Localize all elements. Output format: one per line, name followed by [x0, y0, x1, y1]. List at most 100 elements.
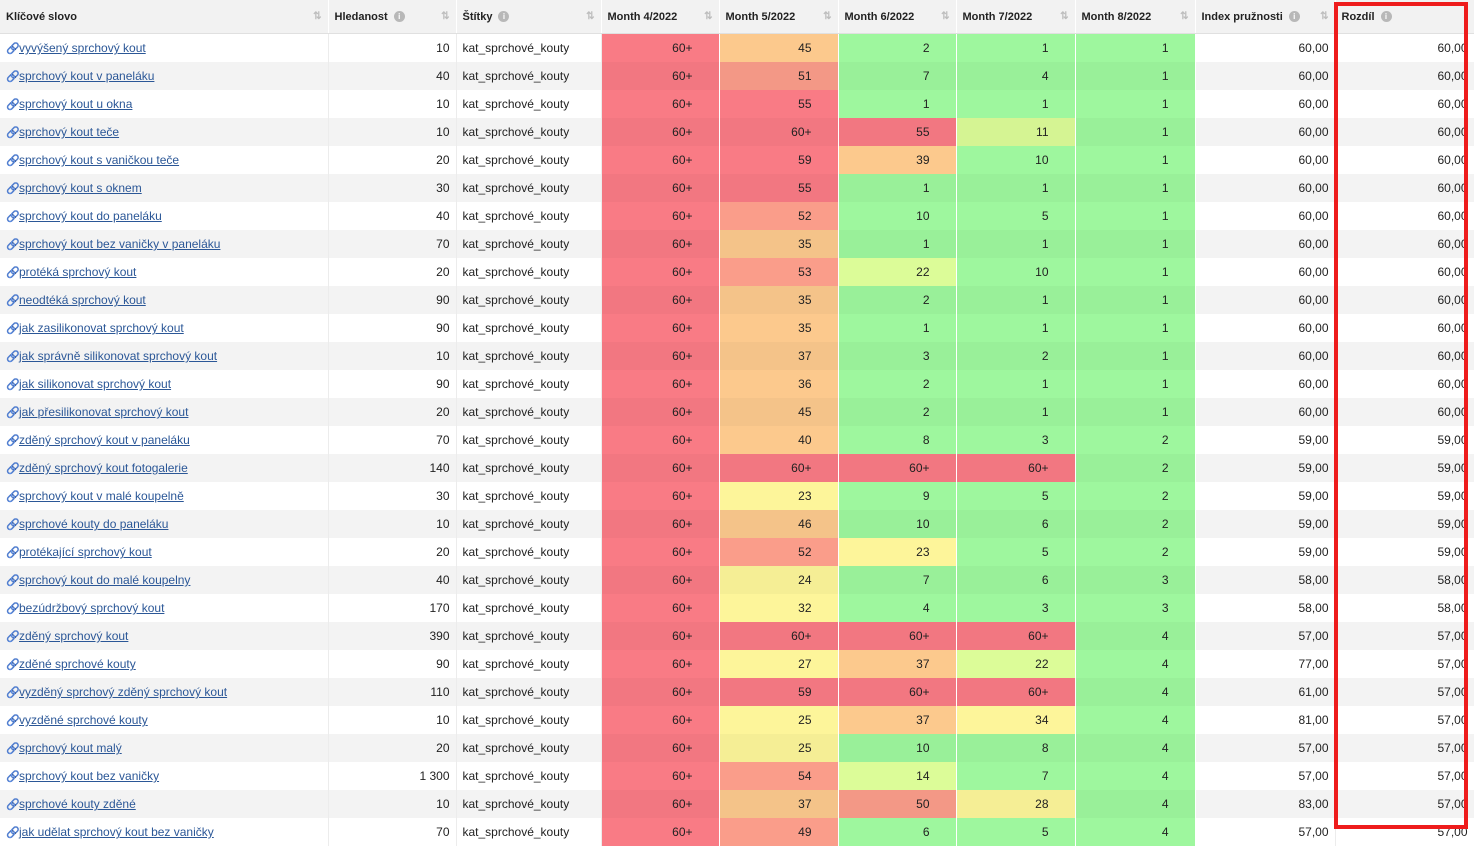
- keyword-link[interactable]: zděné sprchové kouty: [19, 657, 136, 671]
- column-header-3[interactable]: Month 4/2022⇅: [601, 0, 719, 34]
- link-icon[interactable]: 🔗: [6, 406, 18, 419]
- index-cell: 58,00: [1195, 594, 1335, 622]
- link-icon[interactable]: 🔗: [6, 490, 18, 503]
- month-rank-cell: 7: [838, 62, 956, 90]
- keyword-link[interactable]: sprchový kout do paneláku: [19, 209, 162, 223]
- keyword-link[interactable]: protéká sprchový kout: [19, 265, 136, 279]
- month-rank-cell: 37: [838, 650, 956, 678]
- keyword-link[interactable]: neodtéká sprchový kout: [19, 293, 146, 307]
- index-cell: 60,00: [1195, 34, 1335, 63]
- link-icon[interactable]: 🔗: [6, 294, 18, 307]
- keyword-cell: 🔗zděný sprchový kout: [0, 622, 328, 650]
- search-volume-cell: 20: [328, 258, 456, 286]
- column-header-0[interactable]: Klíčové slovo⇅: [0, 0, 328, 34]
- sort-icon[interactable]: ⇅: [313, 11, 319, 22]
- link-icon[interactable]: 🔗: [6, 378, 18, 391]
- keyword-link[interactable]: sprchový kout teče: [19, 125, 119, 139]
- link-icon[interactable]: 🔗: [6, 546, 18, 559]
- month-rank-cell: 1: [956, 34, 1075, 63]
- keyword-link[interactable]: sprchový kout u okna: [19, 97, 132, 111]
- link-icon[interactable]: 🔗: [6, 630, 18, 643]
- column-header-5[interactable]: Month 6/2022⇅: [838, 0, 956, 34]
- sort-icon[interactable]: ⇅: [823, 11, 829, 22]
- month-rank-cell: 7: [838, 566, 956, 594]
- keyword-link[interactable]: jak přesilikonovat sprchový kout: [19, 405, 188, 419]
- keyword-link[interactable]: sprchový kout v paneláku: [19, 69, 154, 83]
- column-header-4[interactable]: Month 5/2022⇅: [719, 0, 838, 34]
- link-icon[interactable]: 🔗: [6, 154, 18, 167]
- keyword-link[interactable]: sprchové kouty zděné: [19, 797, 136, 811]
- keyword-link[interactable]: jak správně silikonovat sprchový kout: [19, 349, 217, 363]
- keyword-link[interactable]: sprchový kout s oknem: [19, 181, 142, 195]
- keyword-link[interactable]: zděný sprchový kout fotogalerie: [19, 461, 188, 475]
- link-icon[interactable]: 🔗: [6, 602, 18, 615]
- link-icon[interactable]: 🔗: [6, 126, 18, 139]
- keyword-link[interactable]: vyvýšený sprchový kout: [19, 41, 146, 55]
- link-icon[interactable]: 🔗: [6, 42, 18, 55]
- link-icon[interactable]: 🔗: [6, 266, 18, 279]
- link-icon[interactable]: 🔗: [6, 574, 18, 587]
- sort-icon[interactable]: ⇅: [704, 11, 710, 22]
- link-icon[interactable]: 🔗: [6, 182, 18, 195]
- keyword-link[interactable]: jak silikonovat sprchový kout: [19, 377, 171, 391]
- keyword-link[interactable]: sprchový kout s vaničkou teče: [19, 153, 179, 167]
- info-icon[interactable]: i: [1381, 11, 1392, 22]
- info-icon[interactable]: i: [1289, 11, 1300, 22]
- keyword-link[interactable]: vyzděný sprchový zděný sprchový kout: [19, 685, 227, 699]
- tag-cell: kat_sprchové_kouty: [456, 678, 601, 706]
- index-cell: 60,00: [1195, 118, 1335, 146]
- keyword-link[interactable]: sprchový kout do malé koupelny: [19, 573, 190, 587]
- link-icon[interactable]: 🔗: [6, 714, 18, 727]
- index-cell: 60,00: [1195, 146, 1335, 174]
- link-icon[interactable]: 🔗: [6, 350, 18, 363]
- link-icon[interactable]: 🔗: [6, 434, 18, 447]
- keyword-link[interactable]: sprchový kout malý: [19, 741, 122, 755]
- link-icon[interactable]: 🔗: [6, 826, 18, 839]
- month-rank-cell: 4: [1075, 650, 1195, 678]
- column-header-7[interactable]: Month 8/2022⇅: [1075, 0, 1195, 34]
- link-icon[interactable]: 🔗: [6, 98, 18, 111]
- keyword-link[interactable]: protékající sprchový kout: [19, 545, 152, 559]
- keyword-link[interactable]: vyzděné sprchové kouty: [19, 713, 148, 727]
- link-icon[interactable]: 🔗: [6, 770, 18, 783]
- keyword-link[interactable]: zděný sprchový kout: [19, 629, 128, 643]
- sort-desc-icon[interactable]: ↓: [1463, 11, 1466, 22]
- info-icon[interactable]: i: [394, 11, 405, 22]
- month-rank-cell: 3: [956, 594, 1075, 622]
- column-header-label: Štítky: [463, 11, 493, 23]
- sort-icon[interactable]: ⇅: [1060, 11, 1066, 22]
- sort-icon[interactable]: ⇅: [1320, 11, 1326, 22]
- link-icon[interactable]: 🔗: [6, 798, 18, 811]
- keyword-link[interactable]: sprchový kout bez vaničky: [19, 769, 159, 783]
- link-icon[interactable]: 🔗: [6, 518, 18, 531]
- sort-icon[interactable]: ⇅: [586, 11, 592, 22]
- link-icon[interactable]: 🔗: [6, 238, 18, 251]
- column-header-6[interactable]: Month 7/2022⇅: [956, 0, 1075, 34]
- link-icon[interactable]: 🔗: [6, 686, 18, 699]
- link-icon[interactable]: 🔗: [6, 658, 18, 671]
- sort-icon[interactable]: ⇅: [441, 11, 447, 22]
- keyword-link[interactable]: sprchový kout v malé koupelně: [19, 489, 184, 503]
- sort-icon[interactable]: ⇅: [1180, 11, 1186, 22]
- keyword-link[interactable]: jak udělat sprchový kout bez vaničky: [19, 825, 214, 839]
- keyword-link[interactable]: jak zasilikonovat sprchový kout: [19, 321, 184, 335]
- link-icon[interactable]: 🔗: [6, 322, 18, 335]
- link-icon[interactable]: 🔗: [6, 210, 18, 223]
- keyword-link[interactable]: sprchový kout bez vaničky v paneláku: [19, 237, 220, 251]
- sort-icon[interactable]: ⇅: [941, 11, 947, 22]
- month-rank-cell: 60+: [601, 342, 719, 370]
- search-volume-cell: 20: [328, 398, 456, 426]
- link-icon[interactable]: 🔗: [6, 742, 18, 755]
- keyword-link[interactable]: zděný sprchový kout v paneláku: [19, 433, 190, 447]
- info-icon[interactable]: i: [498, 11, 509, 22]
- link-icon[interactable]: 🔗: [6, 70, 18, 83]
- keyword-link[interactable]: bezúdržbový sprchový kout: [19, 601, 164, 615]
- link-icon[interactable]: 🔗: [6, 462, 18, 475]
- keyword-link[interactable]: sprchové kouty do paneláku: [19, 517, 168, 531]
